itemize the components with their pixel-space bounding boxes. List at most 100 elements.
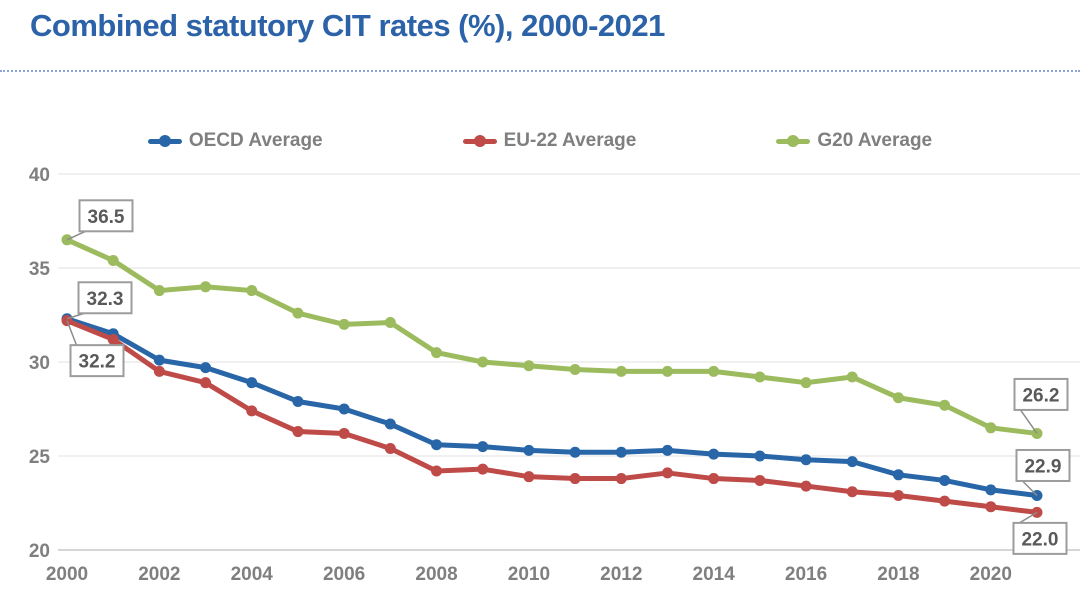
callout-box-oecd-2021 xyxy=(1015,448,1071,482)
data-point-g20-2008 xyxy=(431,347,443,359)
data-point-eu22-2014 xyxy=(708,473,720,485)
data-point-g20-2017 xyxy=(846,371,858,383)
data-point-g20-2009 xyxy=(477,356,489,368)
data-point-eu22-2003 xyxy=(200,377,212,389)
data-point-eu22-2018 xyxy=(892,489,904,501)
data-point-g20-2020 xyxy=(985,422,997,434)
data-point-eu22-2016 xyxy=(800,480,812,492)
data-point-g20-2013 xyxy=(661,365,673,377)
chart-title: Combined statutory CIT rates (%), 2000-2… xyxy=(30,8,665,43)
data-point-oecd-2002 xyxy=(153,354,165,366)
line-chart-plot: 20 25 30 35 40 2000 2002 2004 2006 2008 2010 2012 20… xyxy=(29,165,1080,585)
data-point-oecd-2005 xyxy=(292,395,304,407)
y-axis-tick-label: 20 xyxy=(29,541,50,562)
legend-dot-icon xyxy=(787,135,800,147)
data-point-g20-2006 xyxy=(338,318,350,330)
x-axis-tick-label: 2016 xyxy=(785,564,827,585)
data-point-oecd-2006 xyxy=(338,403,350,415)
data-point-eu22-2017 xyxy=(846,486,858,498)
data-point-eu22-2015 xyxy=(754,474,766,486)
x-axis-tick-label: 2018 xyxy=(877,564,919,585)
series-line-eu22 xyxy=(64,318,1040,515)
data-point-eu22-2012 xyxy=(615,473,627,485)
data-point-oecd-2013 xyxy=(661,444,673,456)
data-point-oecd-2012 xyxy=(615,446,627,458)
data-point-g20-2018 xyxy=(892,392,904,404)
x-axis-tick-label: 2014 xyxy=(693,564,736,585)
data-point-eu22-2020 xyxy=(985,501,997,513)
data-point-g20-2016 xyxy=(800,377,812,389)
data-point-g20-2003 xyxy=(200,281,212,293)
callout-box-oecd-2000 xyxy=(77,281,133,315)
data-point-eu22-2007 xyxy=(384,442,396,454)
x-axis-tick-label: 2004 xyxy=(231,564,274,585)
data-point-g20-2010 xyxy=(523,360,535,372)
callout-value-label: 22.0 xyxy=(1021,529,1058,550)
y-axis-tick-label: 30 xyxy=(29,353,50,374)
legend-label: EU-22 Average xyxy=(503,130,637,151)
callout-box-g20-2000 xyxy=(78,199,134,233)
x-axis-tick-label: 2000 xyxy=(46,564,88,585)
data-point-oecd-2011 xyxy=(569,446,581,458)
data-point-g20-2001 xyxy=(107,254,119,266)
data-point-g20-2014 xyxy=(708,365,720,377)
data-point-eu22-2002 xyxy=(153,365,165,377)
data-point-eu22-2019 xyxy=(939,495,951,507)
callout-leader-line xyxy=(66,320,78,346)
data-point-g20-2004 xyxy=(246,285,258,297)
data-point-oecd-2016 xyxy=(800,454,812,466)
legend-marker-icon xyxy=(147,135,182,147)
x-axis-tick-label: 2006 xyxy=(323,564,365,585)
data-point-oecd-2018 xyxy=(892,469,904,481)
data-point-oecd-2008 xyxy=(431,439,443,451)
legend-item-eu22: EU-22 Average xyxy=(462,130,637,152)
callout-leader-line xyxy=(1021,480,1038,497)
callout-leader-line xyxy=(1019,511,1038,524)
x-axis-tick-label: 2020 xyxy=(970,564,1012,585)
callout-box-g20-2021 xyxy=(1013,377,1069,411)
chart-legend: OECD Average EU-22 Average G20 Average xyxy=(0,130,1080,152)
legend-marker-icon xyxy=(776,135,811,147)
data-point-eu22-2011 xyxy=(569,473,581,485)
callout-box-eu22-2021 xyxy=(1012,521,1068,555)
y-axis-tick-label: 40 xyxy=(29,165,50,186)
callout-box-eu22-2000 xyxy=(69,344,125,378)
data-point-g20-2002 xyxy=(153,285,165,297)
series-line-g20 xyxy=(64,237,1040,436)
legend-dot-icon xyxy=(158,135,171,147)
legend-dot-icon xyxy=(473,135,486,147)
data-point-oecd-2004 xyxy=(246,377,258,389)
legend-item-oecd: OECD Average xyxy=(147,130,323,152)
data-point-oecd-2020 xyxy=(985,484,997,496)
x-axis-tick-label: 2012 xyxy=(600,564,642,585)
callout-leader-line xyxy=(1019,409,1038,434)
data-point-g20-2005 xyxy=(292,307,304,319)
y-axis-tick-label: 35 xyxy=(29,259,51,280)
data-point-eu22-2013 xyxy=(661,467,673,479)
legend-item-g20: G20 Average xyxy=(776,130,932,152)
data-point-eu22-2009 xyxy=(477,463,489,475)
data-point-oecd-2017 xyxy=(846,456,858,468)
x-axis-tick-label: 2008 xyxy=(415,564,457,585)
data-point-eu22-2010 xyxy=(523,471,535,483)
x-axis-tick-label: 2010 xyxy=(508,564,550,585)
x-axis-tick-label: 2002 xyxy=(138,564,180,585)
legend-label: G20 Average xyxy=(817,130,933,151)
y-axis-tick-label: 25 xyxy=(29,447,51,468)
callout-value-label: 26.2 xyxy=(1022,385,1059,406)
legend-label: OECD Average xyxy=(188,130,323,151)
data-point-oecd-2010 xyxy=(523,444,535,456)
data-point-g20-2011 xyxy=(569,364,581,376)
callout-leader-line xyxy=(66,230,86,241)
data-point-eu22-2008 xyxy=(431,465,443,477)
data-point-g20-2019 xyxy=(939,399,951,411)
data-point-oecd-2019 xyxy=(939,474,951,486)
series-line-oecd xyxy=(64,316,1040,498)
legend-marker-icon xyxy=(462,135,497,147)
callout-value-label: 32.3 xyxy=(87,289,124,310)
data-point-g20-2015 xyxy=(754,371,766,383)
callout-value-label: 32.2 xyxy=(79,352,116,373)
data-point-eu22-2004 xyxy=(246,405,258,417)
data-point-g20-2007 xyxy=(384,317,396,329)
